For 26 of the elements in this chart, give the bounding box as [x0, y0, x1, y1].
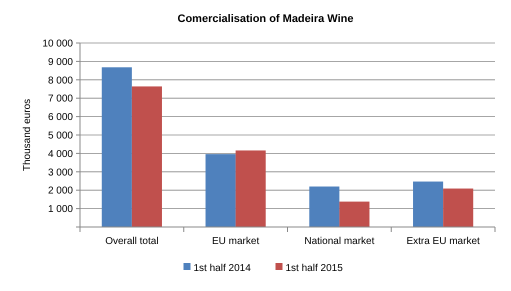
y-tick-label: 3 000: [48, 167, 74, 178]
legend-label: 1st half 2014: [194, 263, 252, 274]
y-tick-label: 5 000: [48, 130, 74, 142]
bar: [443, 188, 474, 227]
x-tick-label: Extra EU market: [406, 236, 480, 247]
bar: [413, 182, 444, 227]
y-tick-label: 2 000: [48, 186, 74, 197]
y-tick-label: 9 000: [48, 56, 74, 68]
bar: [339, 202, 370, 227]
y-tick-label: 7 000: [48, 94, 74, 105]
y-tick-label: 1 000: [48, 204, 74, 216]
bar: [206, 154, 236, 227]
bar: [132, 86, 162, 227]
bar: [236, 150, 266, 227]
y-tick-label: 4 000: [48, 148, 74, 160]
x-tick-label: EU market: [212, 236, 260, 247]
bar: [309, 186, 340, 227]
chart-title: Comercialisation of Madeira Wine: [178, 13, 354, 25]
bar: [102, 67, 132, 227]
y-tick-label: 8 000: [48, 75, 74, 86]
y-tick-label: 10 000: [42, 38, 74, 50]
x-tick-label: National market: [304, 236, 375, 247]
y-axis-title: Thousand euros: [22, 98, 33, 172]
x-tick-label: Overall total: [105, 236, 159, 247]
y-tick-label: 6 000: [48, 112, 74, 124]
legend-label: 1st half 2015: [286, 263, 344, 274]
